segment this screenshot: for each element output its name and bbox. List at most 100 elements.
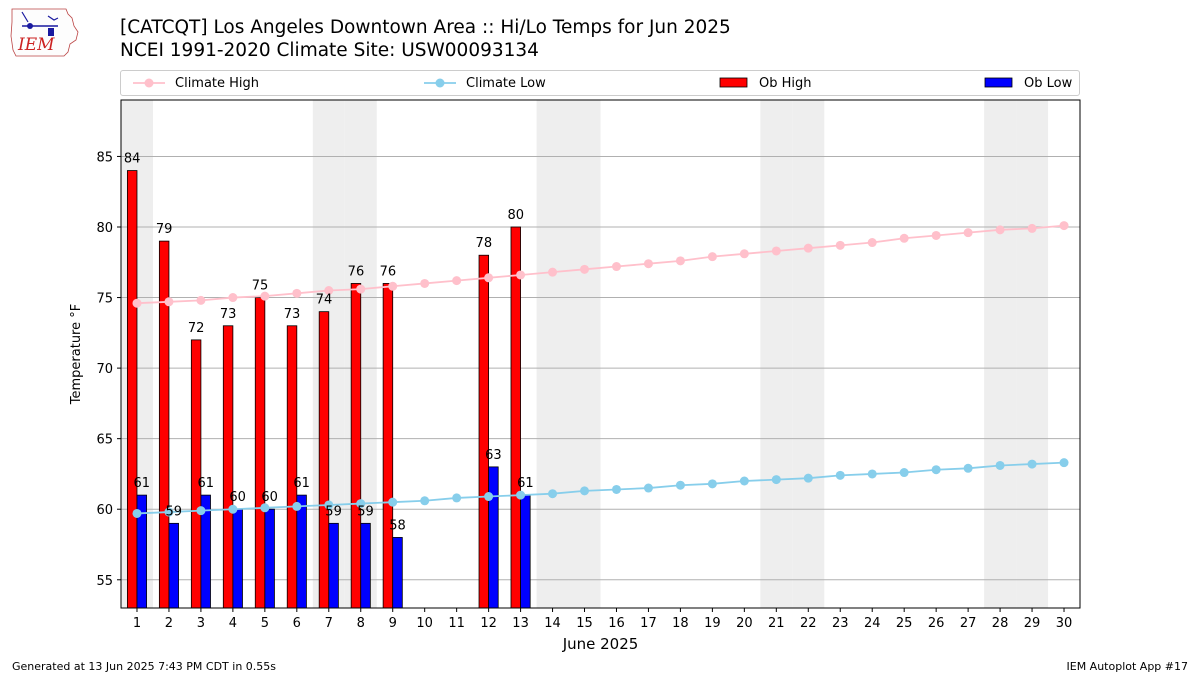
ob-low-bar: [488, 466, 499, 609]
x-tick-label: 1: [133, 616, 141, 631]
ob-high-bar: [318, 311, 330, 609]
x-axis-label: June 2025: [562, 635, 639, 653]
climate-high-point: [228, 293, 238, 303]
legend-climate-low-marker: [435, 78, 445, 88]
logo-text: IEM: [17, 35, 55, 55]
climate-high-point: [643, 259, 653, 269]
chart-title: [CATCQT] Los Angeles Downtown Area :: Hi…: [120, 17, 731, 38]
climate-high-point: [452, 276, 462, 286]
climate-low-point: [1027, 459, 1037, 469]
climate-high-line: [136, 224, 1065, 305]
climate-low-point: [803, 473, 813, 483]
legend-ob-low-rect: [984, 77, 1013, 88]
climate-low-point: [995, 460, 1005, 470]
ob-high-value-label: 79: [156, 222, 173, 237]
ob-low-bar: [232, 508, 243, 609]
y-tick-label: 80: [96, 221, 113, 236]
footer-app-text: IEM Autoplot App #17: [1066, 660, 1189, 673]
weekend-band: [1016, 100, 1049, 608]
x-tick-label: 16: [608, 616, 625, 631]
ob-low-value-label: 61: [134, 476, 151, 491]
ob-high-bar: [254, 297, 266, 609]
ob-low-value-label: 59: [165, 504, 182, 519]
ob-high-bar: [190, 339, 202, 609]
climate-low-point: [228, 504, 238, 514]
climate-high-point: [132, 298, 142, 308]
x-tick-label: 13: [512, 616, 529, 631]
x-tick-label: 23: [832, 616, 849, 631]
climate-high-point: [1059, 221, 1069, 231]
chart-subtitle: NCEI 1991-2020 Climate Site: USW00093134: [120, 40, 539, 61]
ob-high-bar: [510, 226, 521, 609]
x-tick-label: 10: [416, 616, 433, 631]
climate-low-point: [292, 501, 302, 511]
climate-high-point: [995, 225, 1005, 235]
climate-low-point: [771, 475, 781, 485]
climate-low-point: [388, 497, 398, 507]
climate-high-point: [260, 291, 270, 301]
climate-high-point: [484, 273, 494, 283]
ob-low-bar: [328, 522, 339, 609]
plot-frame: [120, 99, 1081, 609]
climate-high-point: [196, 295, 206, 305]
x-tick-label: 20: [736, 616, 753, 631]
climate-low-point: [484, 492, 494, 502]
climate-lines: [132, 221, 1069, 518]
climate-low-point: [707, 479, 717, 489]
ob-low-bar: [296, 494, 307, 609]
climate-low-point: [132, 508, 142, 518]
ob-high-value-label: 78: [476, 236, 493, 251]
ob-high-bar: [478, 254, 490, 609]
climate-low-line: [136, 461, 1065, 515]
ob-low-value-label: 60: [261, 490, 278, 505]
y-tick-label: 60: [96, 503, 113, 518]
ob-high-value-label: 80: [508, 208, 525, 223]
x-tick-label: 24: [864, 616, 881, 631]
climate-high-point: [707, 252, 717, 262]
legend: Climate High Climate Low Ob High Ob Low: [120, 70, 1080, 96]
climate-high-point: [963, 228, 973, 238]
climate-high-point: [835, 240, 845, 250]
climate-low-point: [739, 476, 749, 486]
x-tick-label: 3: [197, 616, 205, 631]
climate-high-point: [324, 286, 334, 295]
ob-high-bar: [222, 325, 234, 609]
climate-high-point: [580, 264, 590, 274]
climate-high-point: [867, 238, 877, 248]
x-tick-label: 8: [357, 616, 365, 631]
climate-high-point: [420, 278, 430, 288]
ob-low-bar: [360, 522, 371, 609]
y-tick-label: 70: [96, 362, 113, 377]
ob-high-value-label: 73: [220, 307, 237, 322]
legend-ob-high-rect: [719, 77, 748, 88]
x-axis: 1 2 3 4 5 6 7 8 9 10 11 12 13 14 15 16 17 18 19 20 21 22 23 24 2…: [133, 608, 1072, 631]
ob-high-bar: [382, 283, 394, 609]
x-tick-label: 6: [293, 616, 301, 631]
x-tick-label: 26: [928, 616, 945, 631]
x-tick-label: 27: [960, 616, 977, 631]
legend-ob-low-label: Ob Low: [1024, 75, 1073, 91]
ob-high-bar: [158, 240, 170, 609]
climate-low-point: [835, 470, 845, 480]
ob-low-value-label: 61: [293, 476, 310, 491]
x-tick-label: 9: [389, 616, 397, 631]
ob-high-bar: [350, 283, 362, 609]
legend-climate-high-marker: [144, 78, 154, 88]
x-tick-label: 2: [165, 616, 173, 631]
climate-low-point: [196, 506, 206, 516]
y-tick-label: 85: [96, 150, 113, 165]
weekend-band: [760, 100, 793, 608]
ob-high-bar: [126, 170, 138, 609]
ob-low-value-label: 63: [485, 448, 502, 463]
climate-low-point: [452, 493, 462, 503]
legend-climate-high-swatch: [133, 78, 165, 88]
ob-low-value-label: 58: [389, 518, 406, 533]
ob-low-bar: [520, 494, 531, 609]
y-axis: 55 60 65 70 75 80 85: [96, 150, 121, 589]
climate-low-point: [516, 490, 526, 500]
ob-high-value-label: 74: [316, 293, 333, 308]
grid-lines: [121, 155, 1080, 581]
climate-high-point: [356, 284, 366, 294]
weekend-band: [984, 100, 1017, 608]
weekend-band: [536, 100, 569, 608]
